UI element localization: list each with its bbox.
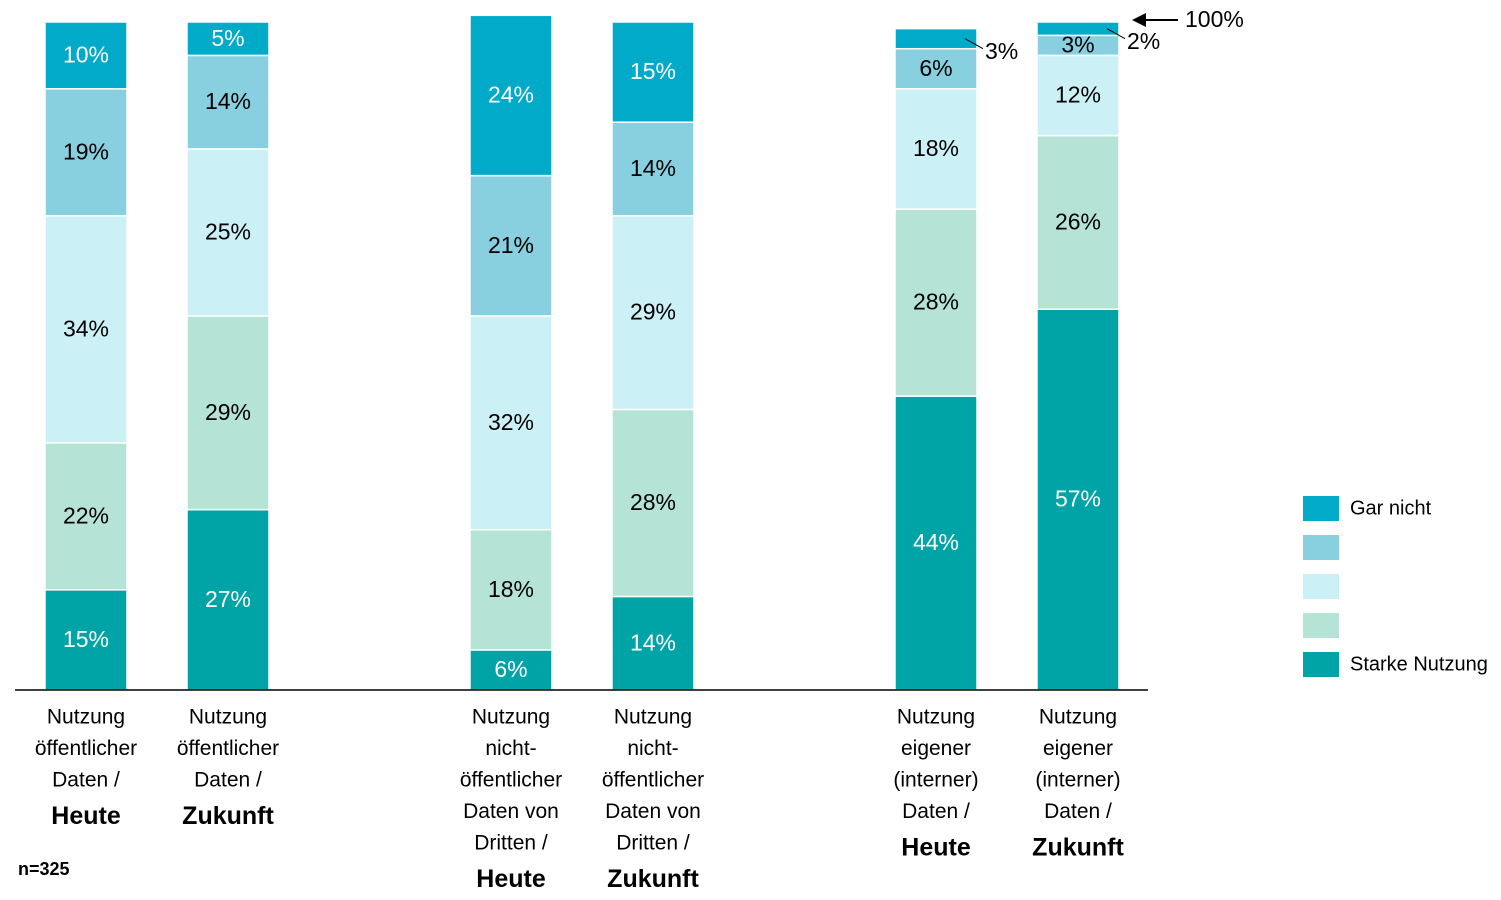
legend-label: Starke Nutzung: [1350, 653, 1488, 675]
x-tick-label: nicht-: [627, 737, 678, 760]
bar-segment: [894, 47, 978, 90]
bar-segment: [469, 528, 553, 651]
x-tick-label: (interner): [893, 769, 978, 792]
x-tick-label: öffentlicher: [35, 737, 137, 760]
bar-segment: [1036, 134, 1120, 310]
x-tick-label: eigener: [1043, 737, 1113, 760]
value-label: 24%: [488, 82, 534, 108]
x-tick-label: Zukunft: [1032, 834, 1124, 862]
bar-segment: [44, 88, 128, 217]
x-tick-label: Daten /: [194, 769, 262, 792]
value-label: 3%: [985, 38, 1018, 64]
bar-segment: [44, 589, 128, 691]
x-tick-label: Nutzung: [472, 706, 550, 729]
x-tick-label: öffentlicher: [602, 769, 704, 792]
value-label: 12%: [1055, 82, 1101, 108]
value-label: 28%: [630, 489, 676, 515]
callout-line: [964, 38, 984, 50]
value-label: 6%: [494, 656, 527, 682]
bar-segment: [44, 21, 128, 90]
bar-segment: [611, 121, 695, 217]
bar-segment: [611, 408, 695, 598]
value-label: 57%: [1055, 486, 1101, 512]
x-tick-label: eigener: [901, 737, 971, 760]
x-tick-label: Daten von: [463, 800, 559, 823]
x-tick-label: öffentlicher: [177, 737, 279, 760]
x-tick-label: Dritten /: [474, 832, 548, 855]
bar-segment: [894, 395, 978, 691]
x-tick-label: Heute: [901, 834, 971, 862]
bar-segment: [469, 14, 553, 177]
x-tick-label: öffentlicher: [460, 769, 562, 792]
note: n=325: [18, 859, 70, 879]
x-tick-label: Heute: [476, 865, 546, 893]
x-tick-label: Heute: [51, 802, 121, 830]
bar-segment: [894, 27, 978, 50]
bar-segment: [1036, 54, 1120, 137]
value-label: 14%: [630, 629, 676, 655]
x-tick-label: Nutzung: [1039, 706, 1117, 729]
x-tick-label: Daten /: [902, 800, 970, 823]
value-label: 10%: [63, 41, 109, 67]
legend-swatch: [1303, 574, 1339, 599]
bar-segment: [44, 442, 128, 591]
legend-label: Gar nicht: [1350, 497, 1432, 519]
bar-segment: [469, 315, 553, 531]
value-label: 44%: [913, 529, 959, 555]
bar-segment: [611, 21, 695, 123]
value-label: 26%: [1055, 208, 1101, 234]
x-tick-label: Nutzung: [47, 706, 125, 729]
legend-swatch: [1303, 496, 1339, 521]
bar-segment: [1036, 308, 1120, 691]
value-label: 21%: [488, 232, 534, 258]
annotation: 100%: [1185, 6, 1244, 32]
x-tick-label: nicht-: [485, 737, 536, 760]
value-label: 27%: [205, 586, 251, 612]
x-tick-label: Zukunft: [182, 802, 274, 830]
callout-line: [1106, 28, 1126, 40]
value-label: 5%: [211, 25, 244, 51]
x-tick-label: Nutzung: [189, 706, 267, 729]
value-label: 28%: [913, 289, 959, 315]
value-label: 14%: [630, 155, 676, 181]
x-tick-label: Nutzung: [897, 706, 975, 729]
value-label: 2%: [1127, 28, 1160, 54]
value-label: 6%: [919, 55, 952, 81]
value-label: 29%: [205, 399, 251, 425]
legend-swatch: [1303, 613, 1339, 638]
arrow-head: [1132, 13, 1146, 27]
value-label: 14%: [205, 88, 251, 114]
bar-segment: [469, 649, 553, 691]
x-tick-label: Daten von: [605, 800, 701, 823]
value-label: 22%: [63, 502, 109, 528]
bar-segment: [186, 21, 270, 57]
value-label: 19%: [63, 138, 109, 164]
x-tick-label: Daten /: [1044, 800, 1112, 823]
value-label: 18%: [913, 135, 959, 161]
bar-segment: [1036, 21, 1120, 37]
value-label: 15%: [630, 58, 676, 84]
bar-segment: [186, 148, 270, 317]
bar-segment: [611, 214, 695, 411]
value-label: 29%: [630, 299, 676, 325]
value-label: 32%: [488, 409, 534, 435]
value-label: 18%: [488, 576, 534, 602]
value-label: 25%: [205, 218, 251, 244]
bar-segment: [186, 508, 270, 691]
x-tick-label: (interner): [1035, 769, 1120, 792]
legend-swatch: [1303, 535, 1339, 560]
value-label: 34%: [63, 315, 109, 341]
x-tick-label: Nutzung: [614, 706, 692, 729]
value-label: 15%: [63, 626, 109, 652]
x-tick-label: Daten /: [52, 769, 120, 792]
bar-segment: [186, 54, 270, 150]
bar-segment: [894, 88, 978, 210]
bar-segment: [186, 315, 270, 511]
legend-swatch: [1303, 652, 1339, 677]
x-tick-label: Zukunft: [607, 865, 699, 893]
bar-segment: [611, 595, 695, 691]
x-tick-label: Dritten /: [616, 832, 690, 855]
